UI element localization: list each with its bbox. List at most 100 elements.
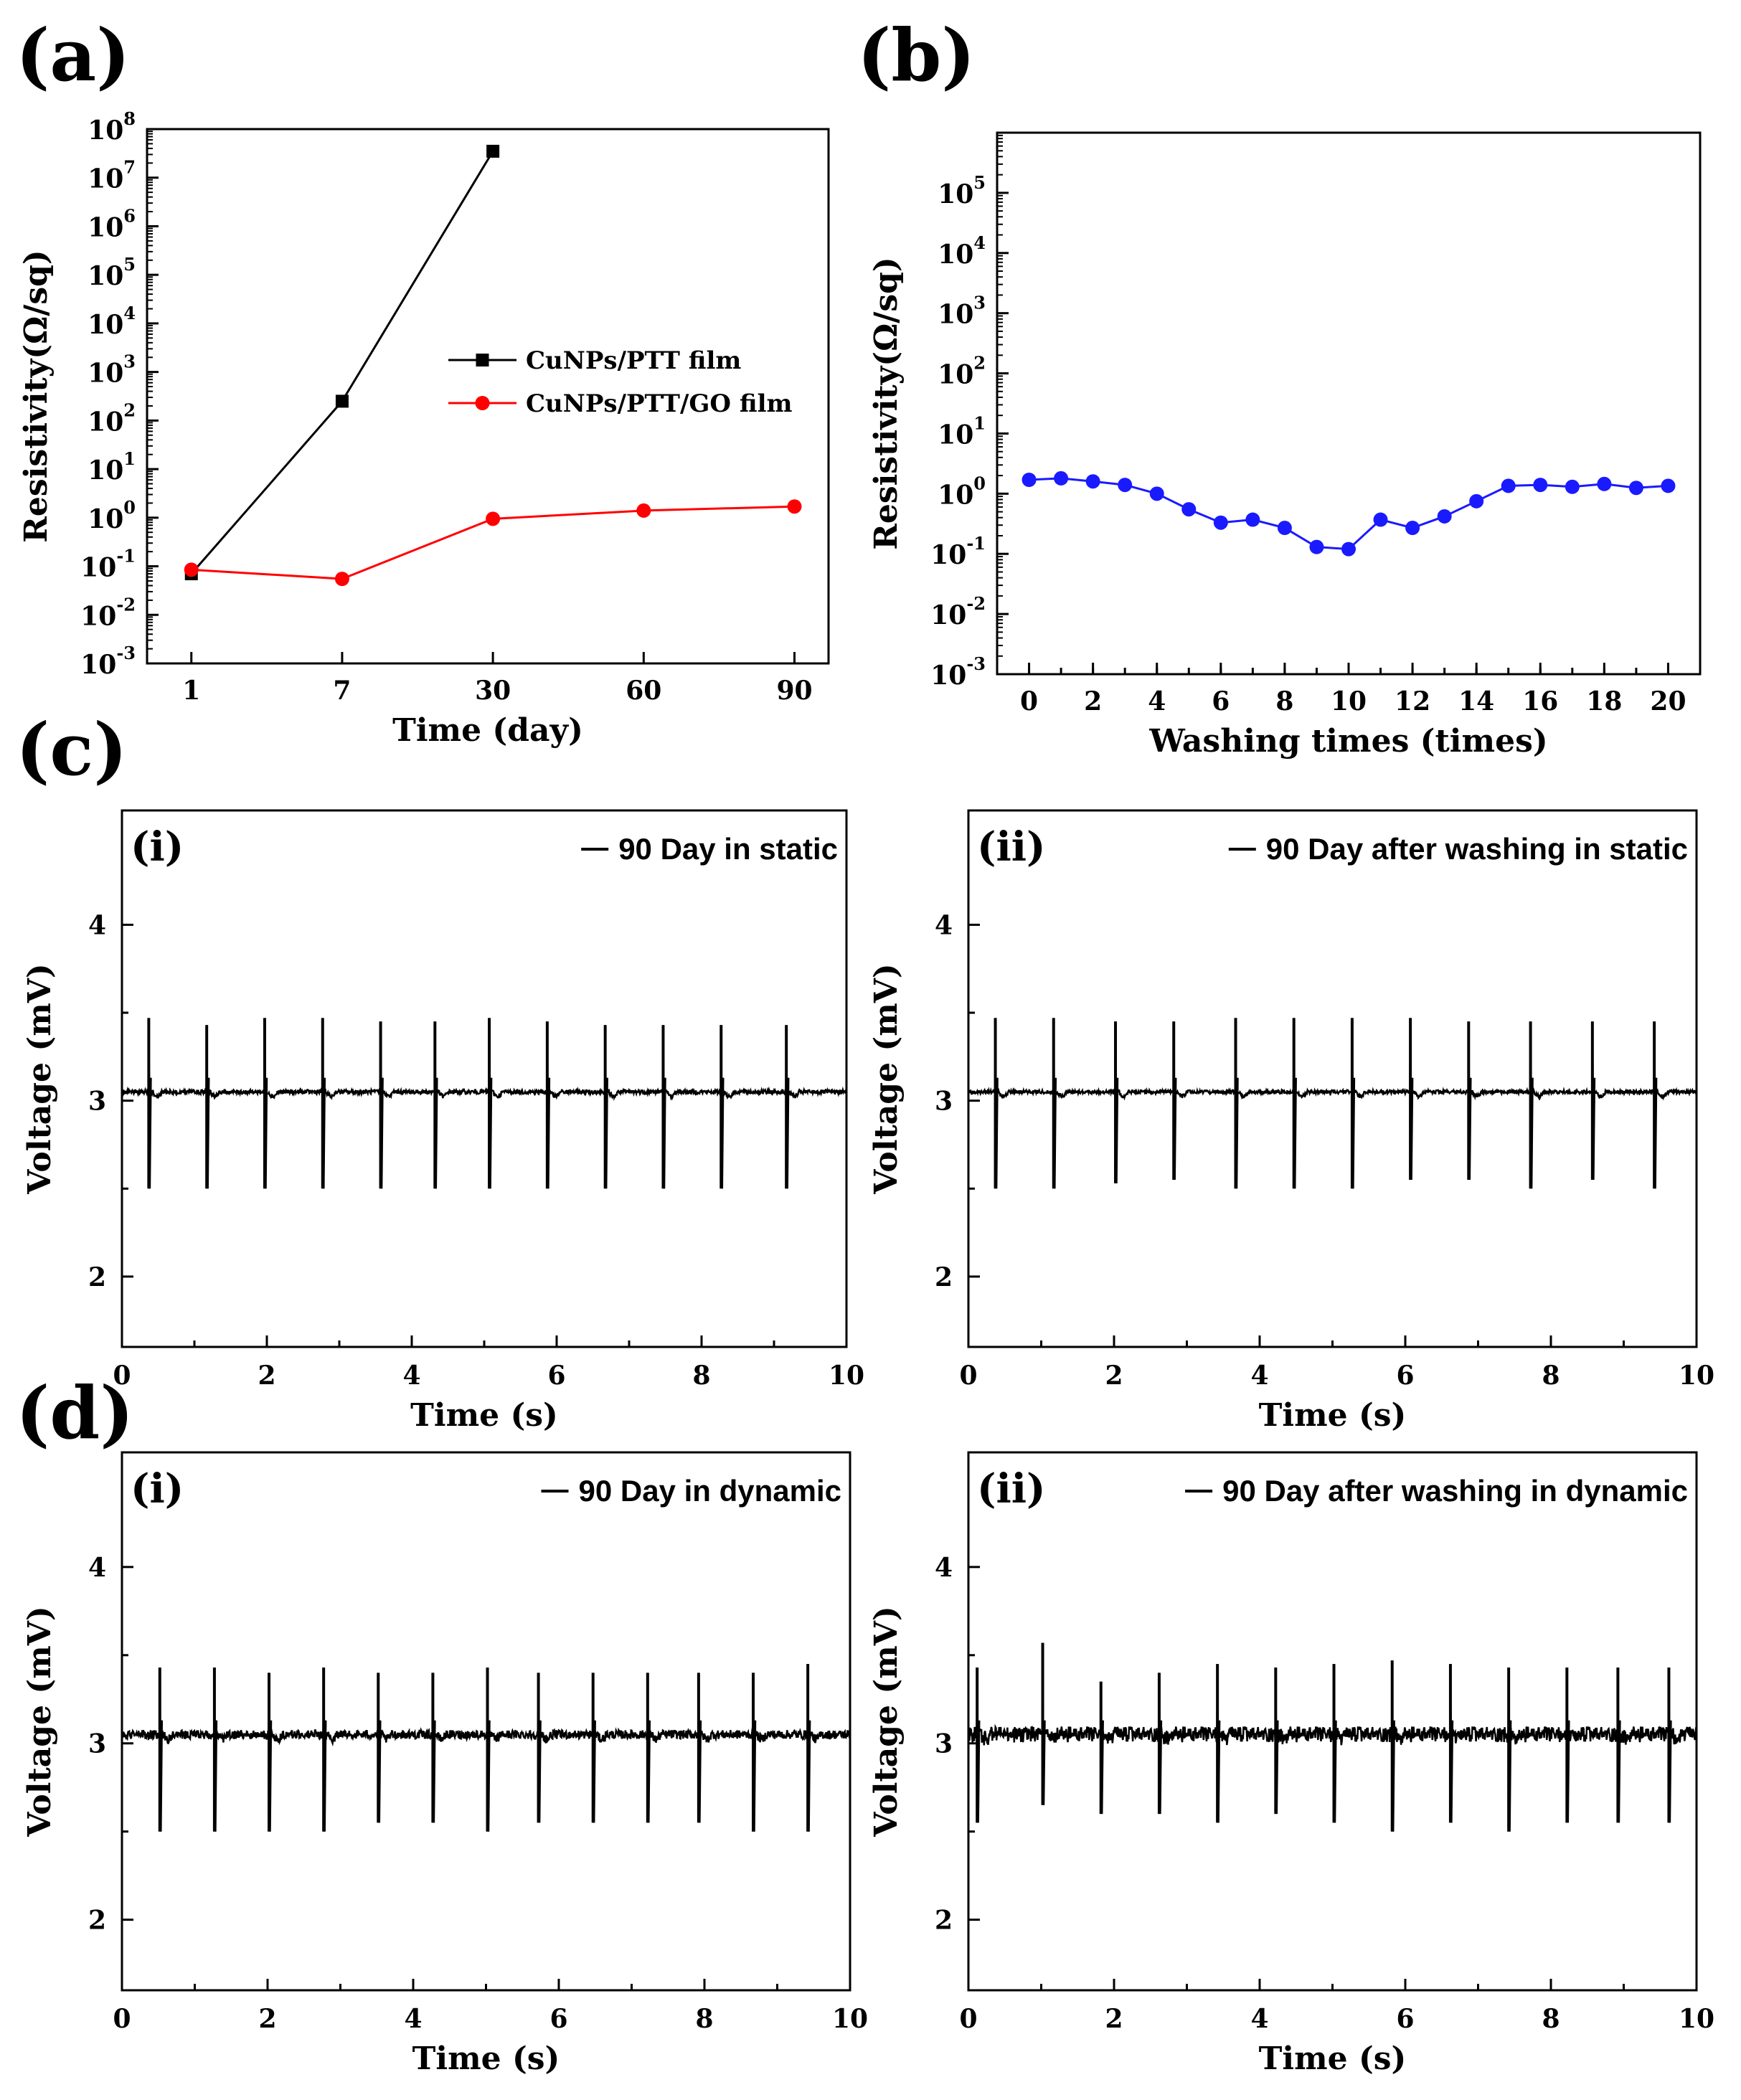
data-point xyxy=(1405,521,1420,536)
legend-marker xyxy=(475,396,490,410)
y-tick-label: 4 xyxy=(88,1553,106,1583)
data-point xyxy=(334,572,349,587)
x-tick-label: 0 xyxy=(113,2004,131,2034)
x-tick-label: 30 xyxy=(475,676,511,706)
legend-label: 90 Day in dynamic xyxy=(579,1474,842,1508)
chart-d-i: 0 2 4 6 8 10 2 3 4 (i) 90 Day in dynamic Time (s) Vo… xyxy=(22,1451,868,2077)
x-tick-label: 0 xyxy=(113,1361,131,1391)
x-tick-label: 4 xyxy=(1148,686,1166,716)
y-axis-title: Resistivity(Ω/sq) xyxy=(18,250,55,542)
x-tick-label: 8 xyxy=(695,2004,713,2034)
x-axis-title: Time (day) xyxy=(392,712,583,749)
x-tick-label: 6 xyxy=(547,1361,565,1391)
subpanel-label: (ii) xyxy=(977,823,1046,871)
data-point xyxy=(636,503,651,518)
y-tick-label: 102 xyxy=(88,399,136,437)
x-tick-label: 0 xyxy=(959,1361,977,1391)
plot-frame xyxy=(146,128,830,665)
data-point xyxy=(1213,515,1228,530)
x-tick-label: 4 xyxy=(404,2004,422,2034)
x-tick-label: 8 xyxy=(1542,2004,1560,2034)
y-tick-label: 107 xyxy=(88,157,136,194)
chart-c-ii: 0 2 4 6 8 10 2 3 4 (ii) 90 Day after washing in st… xyxy=(868,809,1714,1434)
x-tick-label: 4 xyxy=(402,1361,420,1391)
data-point xyxy=(1469,493,1484,509)
data-point xyxy=(1565,479,1580,494)
signal-trace xyxy=(967,1018,1697,1189)
data-point xyxy=(1022,473,1037,488)
y-tick-label: 3 xyxy=(935,1729,953,1759)
y-tick-label: 105 xyxy=(938,172,986,209)
data-point xyxy=(1085,474,1100,489)
legend-marker xyxy=(476,354,489,366)
x-tick-label: 4 xyxy=(1250,2004,1268,2034)
data-point xyxy=(1277,521,1292,536)
data-point xyxy=(1628,481,1643,496)
x-tick-label: 10 xyxy=(1679,1361,1714,1391)
y-tick-label: 101 xyxy=(938,412,986,450)
x-tick-label: 18 xyxy=(1586,686,1622,716)
y-tick-label: 100 xyxy=(88,497,136,534)
x-tick-label: 8 xyxy=(692,1361,710,1391)
y-tick-label: 10-2 xyxy=(80,594,136,631)
y-tick-label: 104 xyxy=(938,232,986,270)
x-tick-label: 0 xyxy=(959,2004,977,2034)
x-axis-title: Washing times (times) xyxy=(1148,723,1547,760)
y-axis-title: Voltage (mV) xyxy=(868,963,905,1194)
data-point xyxy=(1181,502,1197,517)
charts-layer: 1 7 30 60 9010-310-210-110010110210310410510… xyxy=(18,108,1714,2077)
data-point xyxy=(787,499,802,514)
y-tick-label: 10-2 xyxy=(930,593,986,630)
y-tick-label: 100 xyxy=(938,473,986,510)
y-tick-label: 4 xyxy=(935,1553,953,1583)
x-tick-label: 2 xyxy=(1105,1361,1123,1391)
y-tick-label: 4 xyxy=(88,910,106,940)
chart-a: 1 7 30 60 90 10-3 10-2 10-1 100 101 102 103 104 105 10… xyxy=(18,108,830,749)
y-tick-label: 3 xyxy=(88,1729,106,1759)
legend-label: 90 Day in static xyxy=(618,832,838,866)
x-tick-label: 2 xyxy=(258,2004,276,2034)
data-point xyxy=(1373,512,1388,527)
x-tick-label: 16 xyxy=(1522,686,1558,716)
x-tick-label: 2 xyxy=(1105,2004,1123,2034)
chart-c-i: 0 2 4 6 8 10 2 3 4 (i) 90 Day in static Time (s) Vol… xyxy=(22,809,864,1434)
y-tick-label: 108 xyxy=(88,108,136,146)
x-tick-label: 10 xyxy=(829,1361,864,1391)
panel-label-d: (d) xyxy=(16,1371,134,1455)
panel-label-b: (b) xyxy=(857,13,976,98)
x-tick-label: 10 xyxy=(1331,686,1367,716)
y-tick-label: 105 xyxy=(88,254,136,291)
panel-label-c: (c) xyxy=(16,707,128,792)
data-point xyxy=(184,562,199,577)
subpanel-label: (i) xyxy=(131,1465,184,1513)
x-tick-label: 10 xyxy=(1679,2004,1714,2034)
x-tick-label: 20 xyxy=(1650,686,1686,716)
x-tick-label: 8 xyxy=(1542,1361,1560,1391)
x-tick-label: 60 xyxy=(626,676,661,706)
x-tick-label: 2 xyxy=(258,1361,275,1391)
x-tick-label: 2 xyxy=(1084,686,1102,716)
y-tick-label: 2 xyxy=(88,1262,106,1292)
legend-label: 90 Day after washing in static xyxy=(1266,832,1688,866)
subpanel-label: (ii) xyxy=(977,1465,1046,1513)
x-tick-label: 14 xyxy=(1458,686,1494,716)
data-point xyxy=(1309,539,1324,554)
y-tick-label: 10-3 xyxy=(930,653,986,691)
x-tick-label: 8 xyxy=(1275,686,1293,716)
y-tick-label: 4 xyxy=(935,910,953,940)
data-point xyxy=(335,394,349,408)
y-tick-label: 10-1 xyxy=(80,546,136,583)
data-point xyxy=(1533,478,1548,493)
data-point xyxy=(1054,470,1069,486)
legend-label: CuNPs/PTT film xyxy=(526,346,741,375)
panel-label-a: (a) xyxy=(16,13,130,98)
y-tick-label: 10-1 xyxy=(930,533,986,570)
data-point xyxy=(1437,509,1452,524)
y-tick-label: 104 xyxy=(88,303,136,340)
y-axis-title: Voltage (mV) xyxy=(22,963,58,1194)
data-point xyxy=(1245,512,1260,527)
x-tick-label: 1 xyxy=(182,676,200,706)
x-axis-title: Time (s) xyxy=(412,2040,560,2077)
y-tick-label: 2 xyxy=(935,1262,953,1292)
